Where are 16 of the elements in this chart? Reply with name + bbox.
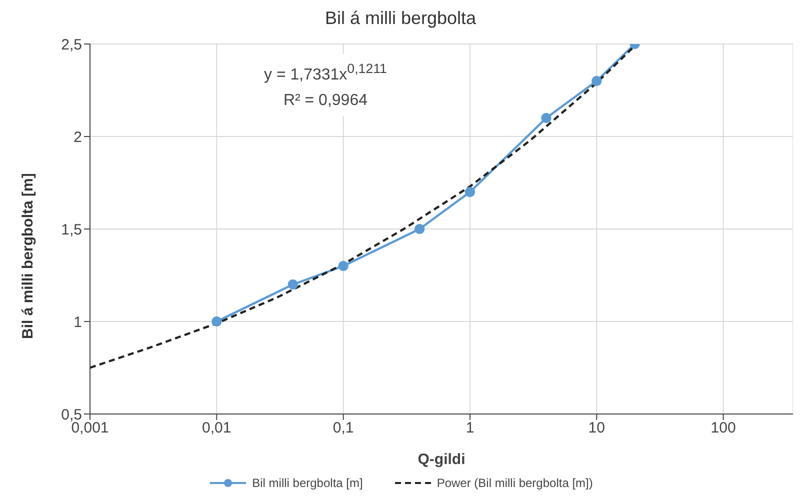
y-tick-label: 2,5 bbox=[61, 36, 82, 54]
legend-label: Bil milli bergbolta [m] bbox=[252, 476, 363, 490]
chart-title: Bil á milli bergbolta bbox=[324, 8, 478, 30]
y-axis-title: Bil á milli bergbolta [m] bbox=[19, 173, 36, 339]
annotation: y = 1,7331x$^{0,1211}$ bbox=[264, 60, 387, 86]
x-axis-title: Q-gildi bbox=[418, 451, 466, 468]
x-tick-label: 0,1 bbox=[332, 420, 354, 437]
x-tick-label: 10 bbox=[588, 420, 605, 437]
y-tick-label: 2 bbox=[74, 128, 82, 146]
y-tick-label: 1 bbox=[74, 314, 82, 331]
x-tick-label: 100 bbox=[710, 420, 736, 437]
y-tick-label: 1,5 bbox=[61, 221, 82, 238]
annotation: R² = 0,9964 bbox=[282, 91, 368, 112]
legend-label: Power (Bil milli bergbolta [m]) bbox=[436, 476, 593, 490]
x-tick-label: 0,01 bbox=[202, 420, 232, 437]
x-tick-label: 1 bbox=[466, 420, 474, 437]
